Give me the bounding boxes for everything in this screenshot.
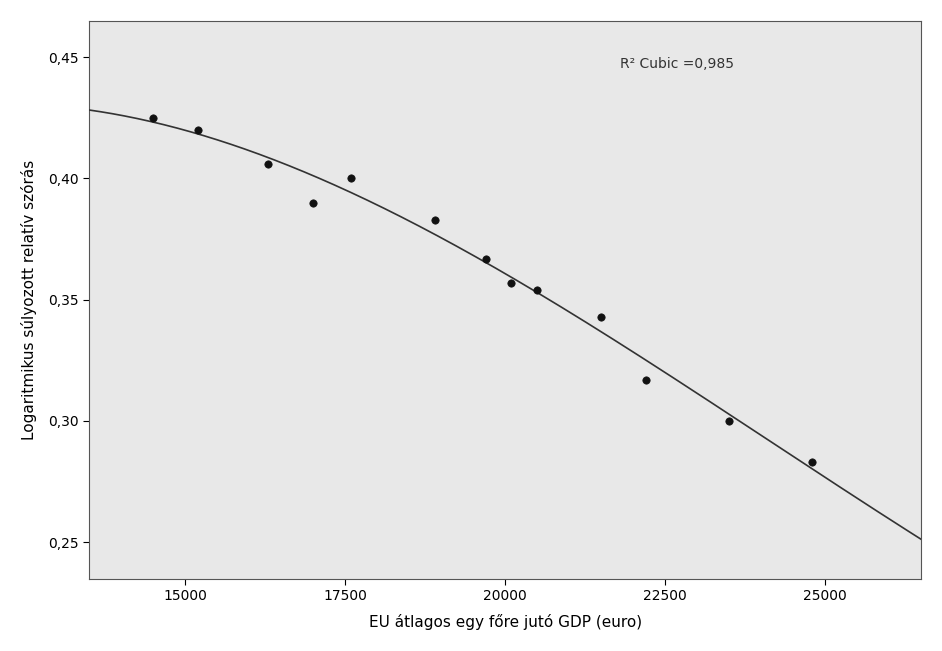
Point <box>722 416 737 426</box>
Point <box>190 125 205 135</box>
Y-axis label: Logaritmikus súlyozott relatív szórás: Logaritmikus súlyozott relatív szórás <box>21 159 37 440</box>
Point <box>639 374 654 385</box>
Point <box>427 214 442 225</box>
Point <box>593 312 609 322</box>
Point <box>305 197 320 208</box>
Text: R² Cubic =0,985: R² Cubic =0,985 <box>620 57 735 71</box>
Point <box>261 159 276 169</box>
Point <box>804 457 820 467</box>
Point <box>504 277 519 288</box>
X-axis label: EU átlagos egy főre jutó GDP (euro): EU átlagos egy főre jutó GDP (euro) <box>368 614 642 630</box>
Point <box>344 173 359 184</box>
Point <box>479 253 494 264</box>
Point <box>145 113 160 123</box>
Point <box>529 285 544 296</box>
